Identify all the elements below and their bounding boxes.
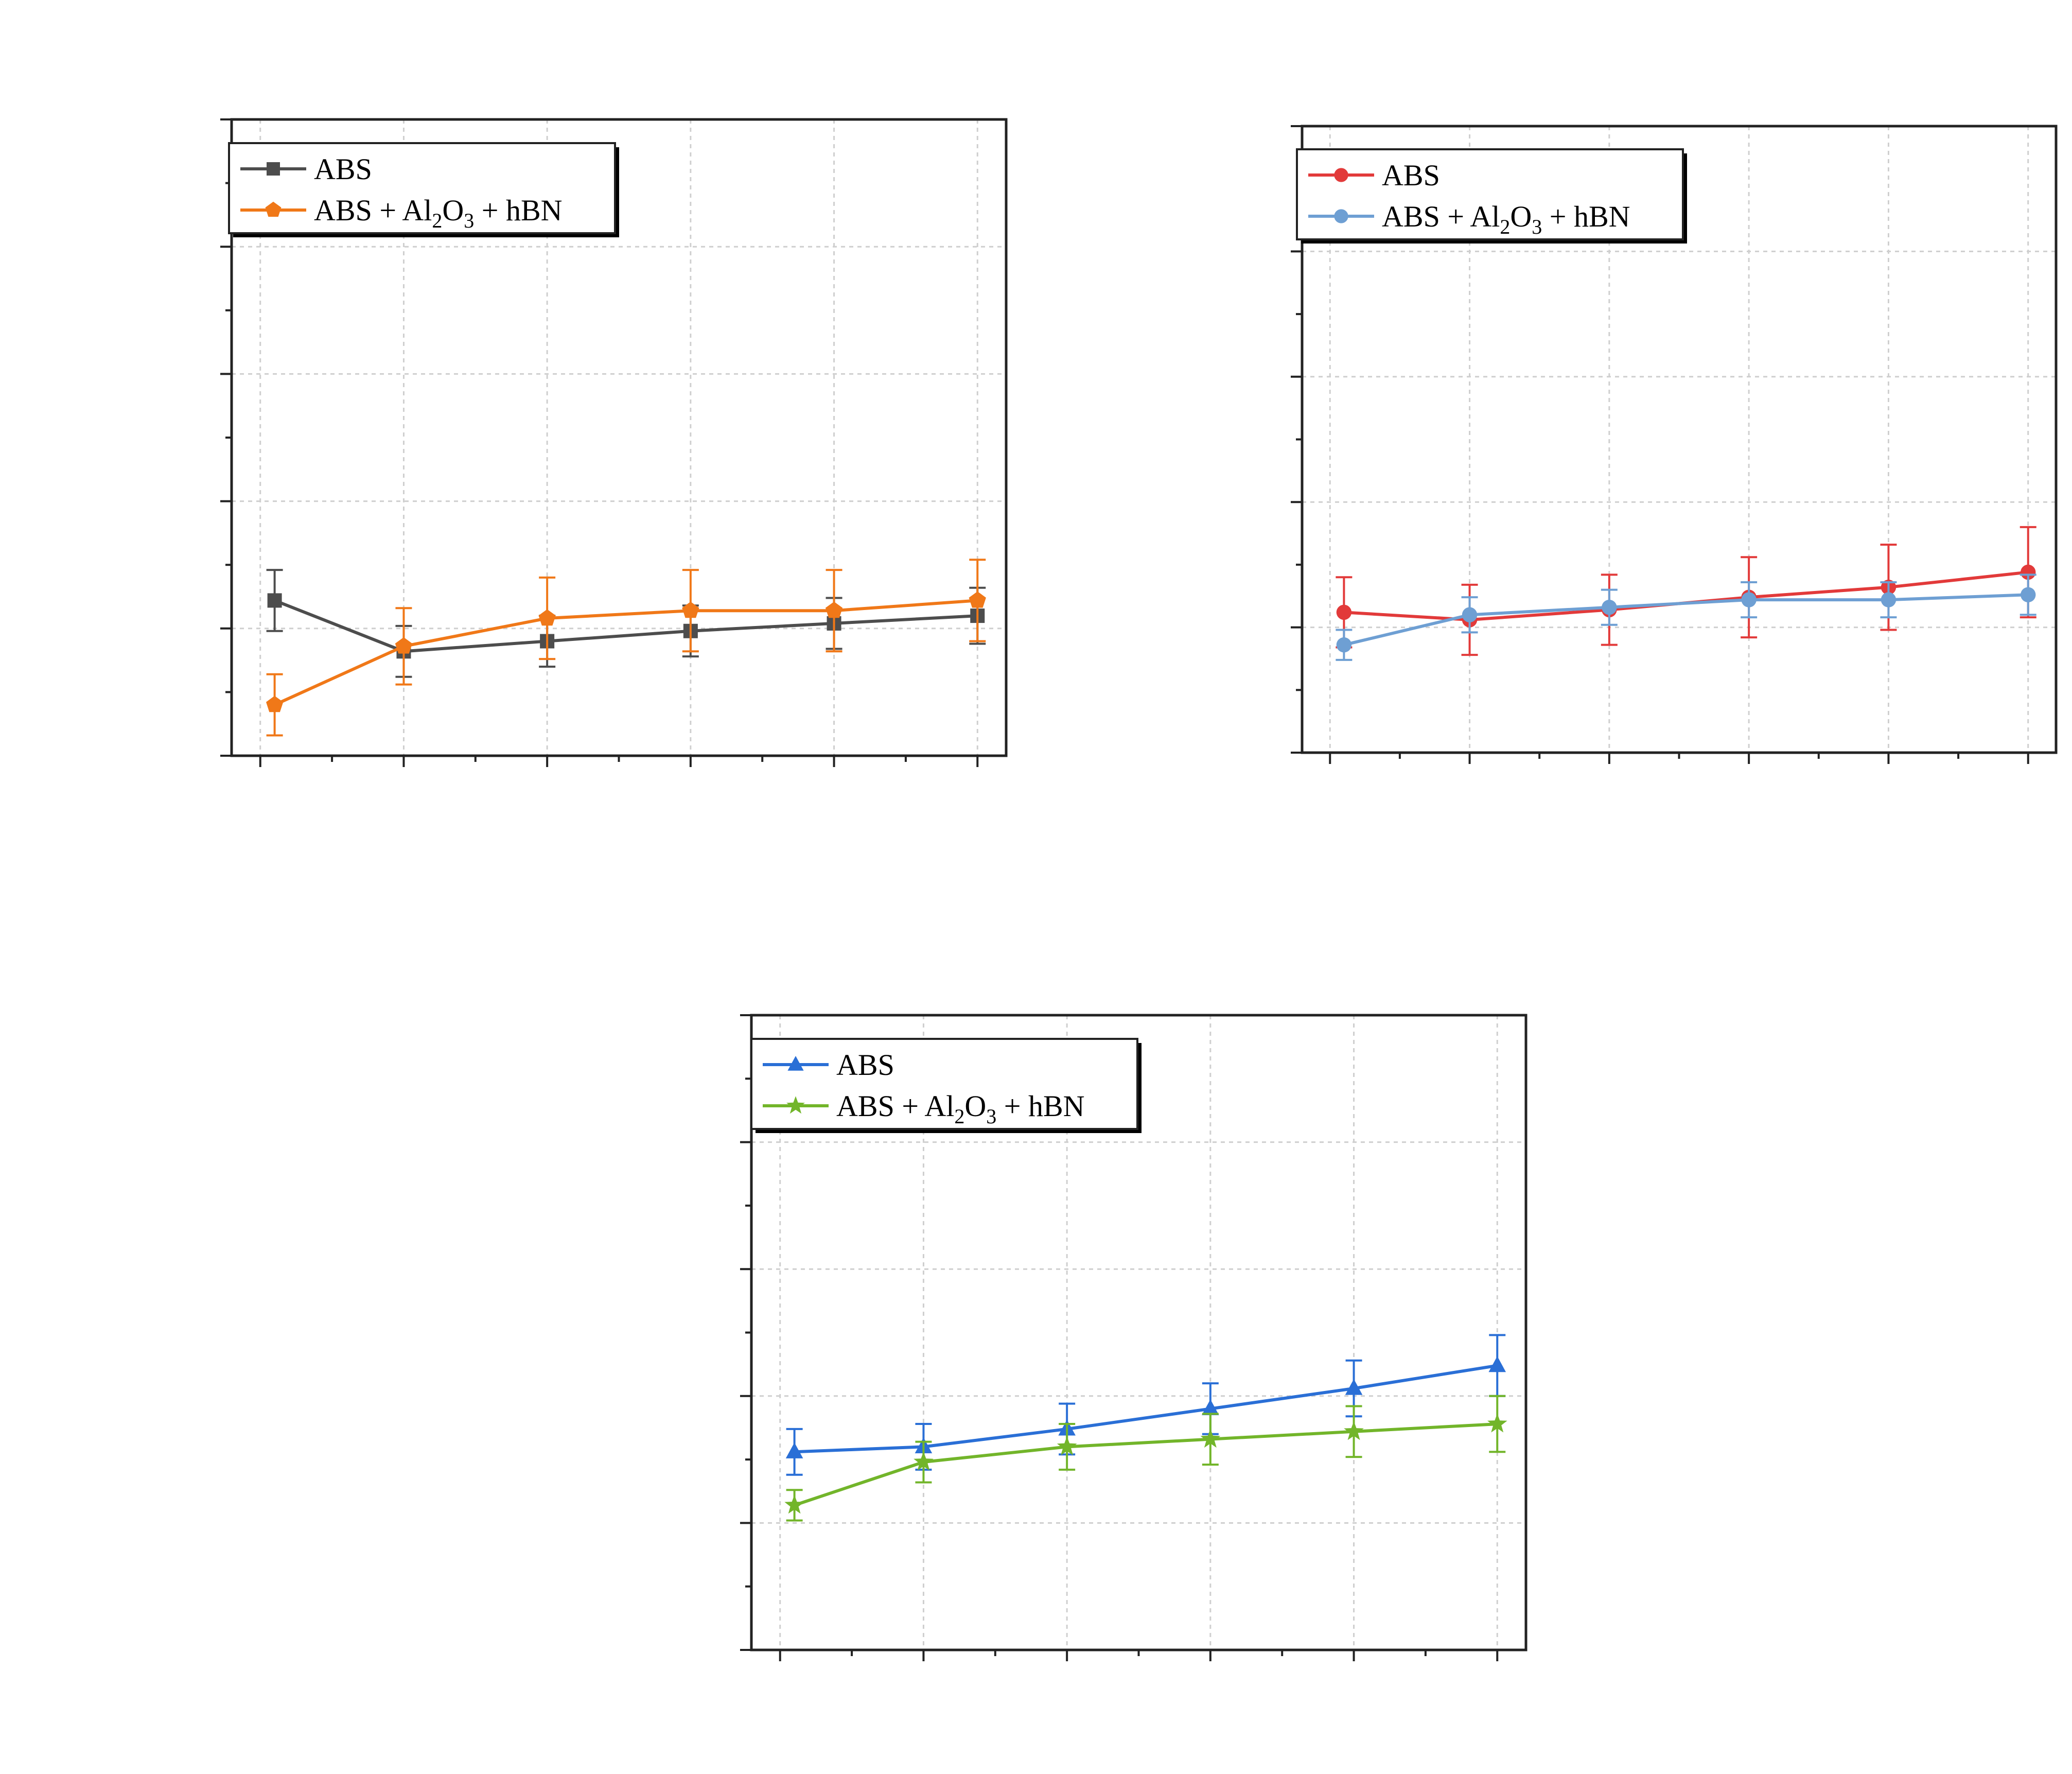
data-point xyxy=(682,601,699,618)
legend: ABS ABS + Al2O3 + hBN xyxy=(750,1038,1142,1133)
legend-text-part: ABS xyxy=(1382,159,1440,192)
series-line xyxy=(794,1364,1498,1454)
data-point xyxy=(1487,1413,1507,1433)
data-point xyxy=(1202,1399,1219,1416)
data-point xyxy=(1602,599,1617,615)
legend-marker xyxy=(265,201,282,217)
legend: ABS ABS + Al2O3 + hBN xyxy=(228,142,619,237)
legend-subscript: 3 xyxy=(986,1105,996,1128)
data-point xyxy=(914,1451,934,1471)
legend-text-part: ABS + Al xyxy=(1382,200,1500,233)
legend-text-part: + hBN xyxy=(474,194,562,227)
legend-text-part: O xyxy=(964,1089,986,1123)
series-line xyxy=(274,599,978,706)
legend-text-part: O xyxy=(442,194,464,227)
legend-label: ABS xyxy=(314,152,372,186)
legend: ABS ABS + Al2O3 + hBN xyxy=(1296,148,1687,244)
legend-subscript: 2 xyxy=(1500,215,1510,238)
legend-marker xyxy=(267,162,280,176)
legend-label: ABS + Al2O3 + hBN xyxy=(314,194,563,232)
legend-label: ABS + Al2O3 + hBN xyxy=(1382,200,1630,238)
chart-panel-a: ABS ABS + Al2O3 + hBN xyxy=(220,118,1008,767)
legend-subscript: 3 xyxy=(1532,215,1542,238)
series-line xyxy=(1344,570,2029,622)
data-point xyxy=(538,609,556,626)
legend-text-part: O xyxy=(1510,200,1532,233)
legend-subscript: 3 xyxy=(464,209,474,232)
data-point xyxy=(1881,592,1897,607)
data-point xyxy=(1057,1436,1077,1455)
legend-label: ABS + Al2O3 + hBN xyxy=(836,1089,1085,1128)
series-abs xyxy=(785,1334,1506,1476)
data-point xyxy=(2021,587,2036,603)
chart-panel-c: ABS ABS + Al2O3 + hBN xyxy=(740,1014,1527,1661)
data-point xyxy=(267,593,282,608)
legend-marker xyxy=(787,1056,804,1071)
data-point xyxy=(1345,1379,1363,1395)
legend-box xyxy=(1296,148,1684,240)
data-point xyxy=(1741,592,1757,607)
legend-label: ABS xyxy=(836,1048,894,1082)
data-point xyxy=(1462,607,1478,622)
data-point xyxy=(1336,604,1352,620)
legend-marker xyxy=(1334,168,1348,182)
series-line xyxy=(1343,593,2028,647)
data-point xyxy=(969,591,986,608)
legend-text-part: ABS xyxy=(836,1048,894,1082)
legend-text-part: ABS xyxy=(314,152,372,186)
series-line xyxy=(274,599,978,653)
data-point xyxy=(1488,1356,1506,1372)
series-line xyxy=(794,1422,1498,1507)
series-abs xyxy=(1336,526,2036,656)
data-point xyxy=(1344,1421,1364,1440)
data-point xyxy=(1200,1429,1221,1448)
data-point xyxy=(825,601,843,618)
series-abs-al2o3-hbn xyxy=(266,559,986,737)
chart-panel-b: ABS ABS + Al2O3 + hBN xyxy=(1291,125,2058,764)
legend-text-part: + hBN xyxy=(1542,200,1630,233)
legend-box xyxy=(228,142,616,234)
legend-marker xyxy=(1334,209,1348,223)
legend-subscript: 2 xyxy=(432,209,442,232)
legend-marker xyxy=(786,1096,805,1114)
series-abs-al2o3-hbn xyxy=(1336,573,2036,661)
legend-text-part: + hBN xyxy=(996,1089,1084,1123)
legend-text-part: ABS + Al xyxy=(836,1089,954,1123)
data-point xyxy=(785,1442,803,1458)
data-point xyxy=(1336,637,1352,653)
legend-box xyxy=(750,1038,1138,1130)
data-point xyxy=(784,1494,804,1514)
legend-subscript: 2 xyxy=(954,1105,964,1128)
series-abs-al2o3-hbn xyxy=(784,1395,1507,1522)
legend-text-part: ABS + Al xyxy=(314,194,432,227)
legend-label: ABS xyxy=(1382,159,1440,192)
data-point xyxy=(2021,564,2036,580)
data-point xyxy=(266,695,284,712)
data-point xyxy=(395,637,413,654)
